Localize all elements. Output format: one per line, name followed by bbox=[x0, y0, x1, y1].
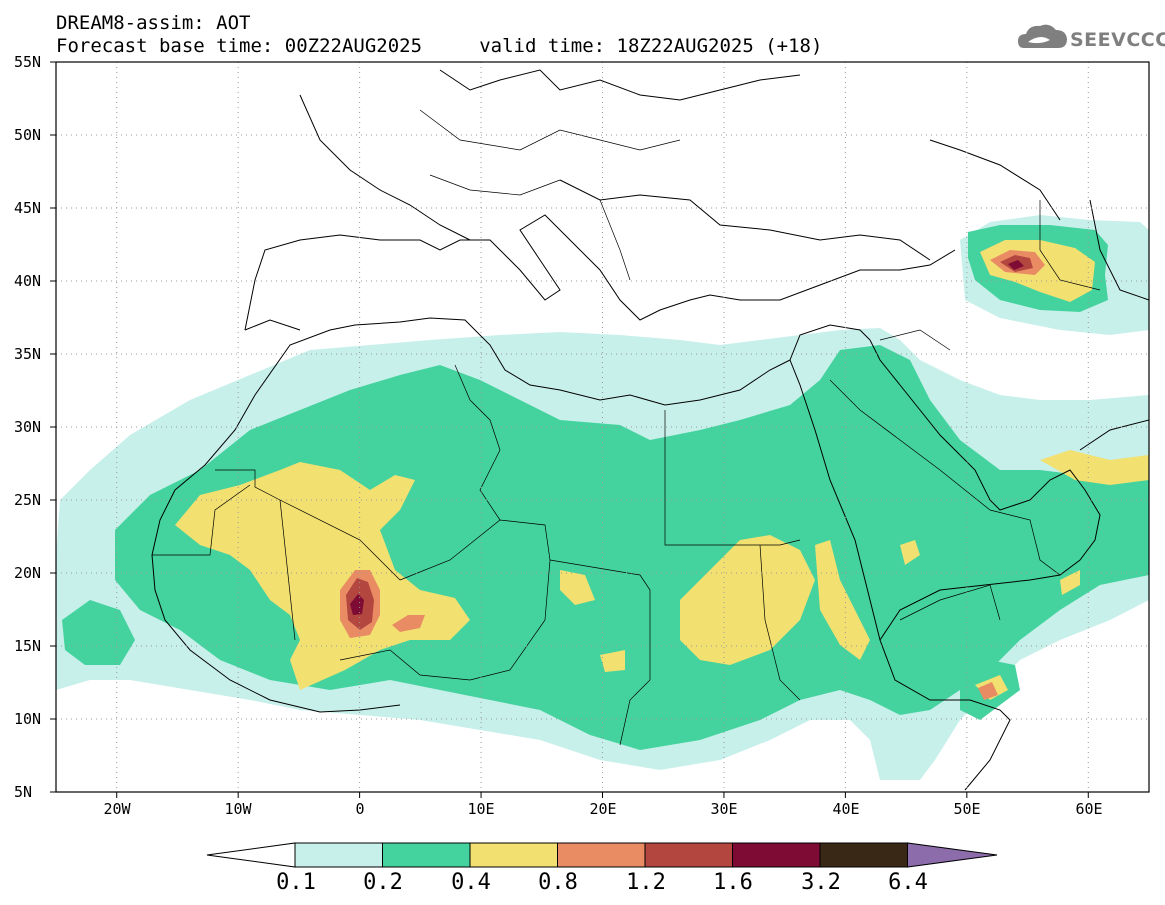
cloud-icon bbox=[1018, 24, 1067, 48]
x-label-0: 0 bbox=[355, 800, 365, 818]
colorbar-label: 0.2 bbox=[363, 870, 403, 895]
colorbar-segment bbox=[469, 842, 558, 868]
logo-text: SEEVCCC bbox=[1070, 29, 1165, 51]
y-label-20n: 20N bbox=[14, 564, 42, 582]
colorbar-label: 0.1 bbox=[276, 870, 316, 895]
y-label-5n: 5N bbox=[14, 783, 33, 801]
x-label-40e: 40E bbox=[832, 800, 860, 818]
x-label-30e: 30E bbox=[710, 800, 738, 818]
chart-title-line1: DREAM8-assim: AOT bbox=[56, 12, 251, 34]
colorbar-segment bbox=[557, 842, 646, 868]
colorbar-label: 1.2 bbox=[626, 870, 666, 895]
borders bbox=[152, 109, 1101, 746]
chart-title-line2: Forecast base time: 00Z22AUG2025 valid t… bbox=[56, 35, 823, 57]
aot-field-1.6 bbox=[350, 260, 1024, 615]
colorbar-label: 1.6 bbox=[713, 870, 753, 895]
x-label-60e: 60E bbox=[1075, 800, 1103, 818]
y-label-35n: 35N bbox=[14, 345, 42, 363]
y-label-25n: 25N bbox=[14, 491, 42, 509]
y-label-10n: 10N bbox=[14, 710, 42, 728]
colorbar-segment bbox=[819, 842, 908, 868]
colorbar-segment bbox=[294, 842, 383, 868]
colorbar-segment bbox=[732, 842, 821, 868]
x-label-20e: 20E bbox=[589, 800, 617, 818]
logo: SEEVCCC bbox=[1070, 24, 1165, 56]
x-label-50e: 50E bbox=[953, 800, 981, 818]
colorbar-label: 0.8 bbox=[538, 870, 578, 895]
colorbar-label: 3.2 bbox=[801, 870, 841, 895]
y-label-15n: 15N bbox=[14, 637, 42, 655]
colorbar bbox=[206, 842, 998, 868]
colorbar-segment bbox=[644, 842, 733, 868]
y-label-45n: 45N bbox=[14, 199, 42, 217]
colorbar-segment bbox=[382, 842, 471, 868]
y-label-50n: 50N bbox=[14, 126, 42, 144]
gridlines bbox=[56, 62, 1149, 792]
y-label-55n: 55N bbox=[14, 53, 42, 71]
coastlines bbox=[151, 69, 1149, 791]
colorbar-label: 0.4 bbox=[451, 870, 491, 895]
x-label-10e: 10E bbox=[467, 800, 495, 818]
axis-ticks bbox=[50, 61, 1089, 798]
x-label-20w: 20W bbox=[103, 800, 131, 818]
y-label-30n: 30N bbox=[14, 418, 42, 436]
colorbar-over-arrow bbox=[907, 842, 998, 868]
x-label-10w: 10W bbox=[224, 800, 252, 818]
y-label-40n: 40N bbox=[14, 272, 42, 290]
colorbar-label: 6.4 bbox=[888, 870, 928, 895]
colorbar-under-arrow bbox=[206, 842, 296, 868]
